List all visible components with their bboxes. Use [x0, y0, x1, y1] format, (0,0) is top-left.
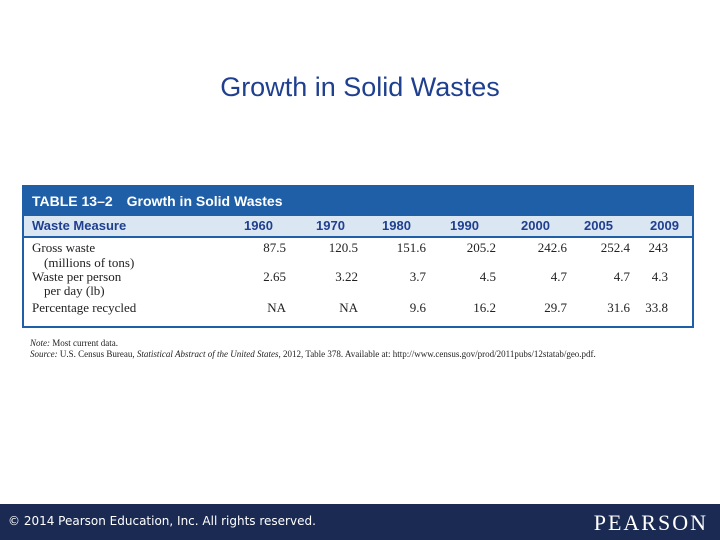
- table-cell: 9.6: [409, 300, 426, 315]
- table-cell: 4.7: [550, 269, 567, 284]
- source-text-after: , 2012, Table 378. Available at: http://…: [278, 349, 596, 359]
- header-year: 1970: [316, 218, 345, 233]
- note-label: Note:: [30, 338, 50, 348]
- source-text: U.S. Census Bureau,: [59, 349, 135, 359]
- table-cell: 4.7: [613, 269, 630, 284]
- table-number: TABLE 13–2: [32, 193, 113, 209]
- header-waste-measure: Waste Measure: [32, 218, 127, 233]
- table-cell: 29.7: [544, 300, 567, 315]
- table-cell: 16.2: [473, 300, 496, 315]
- header-year: 1990: [450, 218, 479, 233]
- table-notes: Note: Most current data. Source: U.S. Ce…: [30, 338, 596, 360]
- table-cell: 87.5: [263, 240, 286, 255]
- row-label: Waste per person: [32, 269, 122, 284]
- source-label: Source:: [30, 349, 58, 359]
- table-cell: 120.5: [328, 240, 358, 255]
- copyright-text: © 2014 Pearson Education, Inc. All right…: [8, 514, 316, 528]
- slide-title: Growth in Solid Wastes: [220, 72, 500, 102]
- header-year: 1980: [382, 218, 411, 233]
- table-cell: 31.6: [607, 300, 630, 315]
- footer-bar: © 2014 Pearson Education, Inc. All right…: [0, 504, 720, 540]
- data-table: TABLE 13–2 Growth in Solid Wastes Waste M…: [22, 185, 694, 328]
- source-italic: Statistical Abstract of the United State…: [136, 349, 279, 359]
- row-label-line2: (millions of tons): [44, 255, 135, 270]
- table-caption: TABLE 13–2 Growth in Solid Wastes: [24, 187, 692, 216]
- table-cell: 243: [648, 240, 669, 255]
- table-cell: 151.6: [396, 240, 426, 255]
- pearson-logo: PEARSON: [593, 510, 708, 535]
- table-cell: 205.2: [466, 240, 496, 255]
- table-title: Growth in Solid Wastes: [126, 193, 283, 209]
- table-cell: 4.3: [651, 269, 668, 284]
- table-cell: 4.5: [479, 269, 496, 284]
- header-year: 2000: [521, 218, 550, 233]
- table-cell: 3.7: [409, 269, 426, 284]
- table-cell: 33.8: [645, 300, 668, 315]
- table-cell: NA: [267, 300, 286, 315]
- table-cell: 242.6: [537, 240, 567, 255]
- header-year: 2005: [584, 218, 613, 233]
- header-year: 1960: [244, 218, 273, 233]
- table-header-row: Waste Measure 1960 1970 1980 1990 2000 2…: [24, 216, 692, 238]
- note-text: Most current data.: [52, 338, 118, 348]
- row-label-line2: per day (lb): [44, 283, 105, 298]
- note-line: Note: Most current data.: [30, 338, 596, 349]
- table-cell: 2.65: [263, 269, 286, 284]
- table-cell: NA: [339, 300, 358, 315]
- table-cell: 3.22: [335, 269, 358, 284]
- table-cell: 252.4: [600, 240, 630, 255]
- row-label: Gross waste: [32, 240, 96, 255]
- source-line: Source: U.S. Census Bureau, Statistical …: [30, 349, 596, 360]
- header-year: 2009: [650, 218, 679, 233]
- row-label: Percentage recycled: [32, 300, 137, 315]
